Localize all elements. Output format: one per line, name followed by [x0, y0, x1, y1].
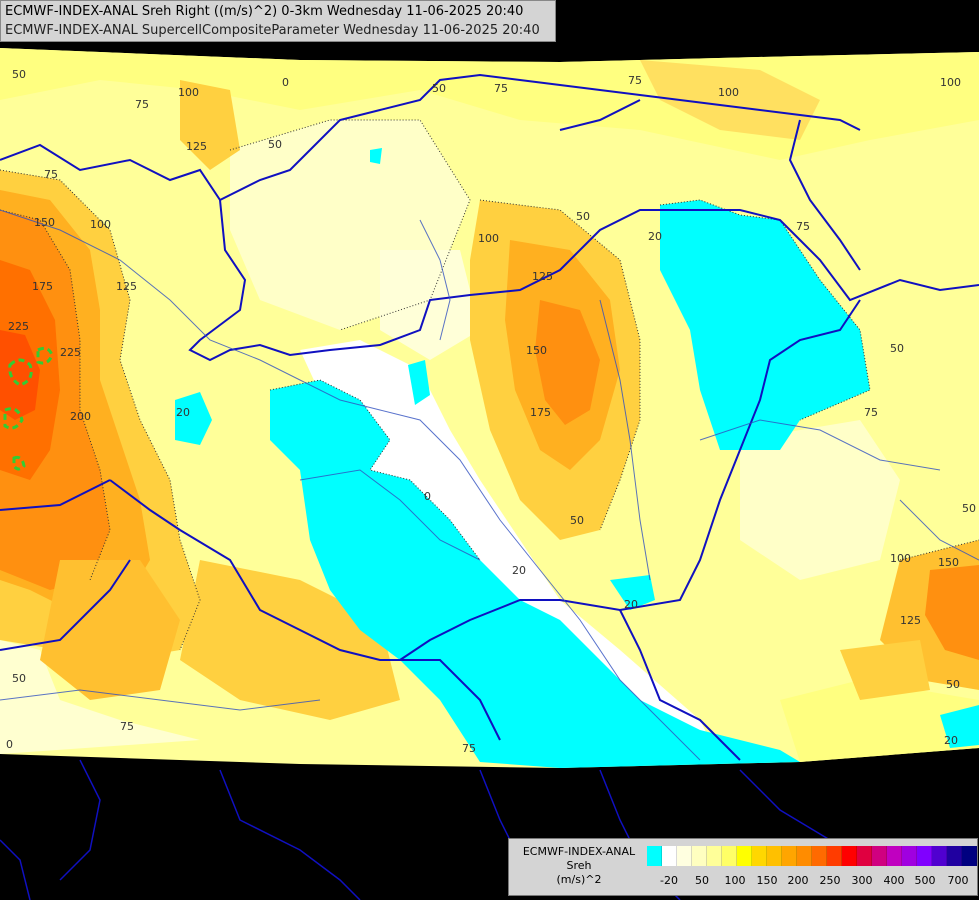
legend-swatch — [752, 846, 767, 866]
contour-label: 200 — [70, 410, 91, 423]
legend-swatch — [842, 846, 857, 866]
legend-tick-label: 400 — [883, 874, 905, 887]
legend-swatch — [647, 846, 662, 866]
legend-tick-label: -20 — [660, 874, 678, 887]
contour-label: 100 — [940, 76, 961, 89]
legend-title-units: (m/s)^2 — [556, 873, 602, 886]
contour-label: 20 — [944, 734, 958, 747]
country-borders — [0, 73, 979, 761]
legend-tick-label: 300 — [851, 874, 873, 887]
contour-label: 75 — [864, 406, 878, 419]
legend-swatches — [647, 846, 977, 866]
contour-label: 50 — [576, 210, 590, 223]
contour-label: 20 — [176, 406, 190, 419]
legend-tick-label: 150 — [756, 874, 778, 887]
contour-label: 100 — [890, 552, 911, 565]
contour-label: 20 — [648, 230, 662, 243]
map-title-line2: ECMWF-INDEX-ANAL SupercellCompositeParam… — [5, 23, 540, 38]
legend-swatch — [962, 846, 977, 866]
legend-swatch — [932, 846, 947, 866]
contour-label: 50 — [946, 678, 960, 691]
legend-tick-label: 100 — [724, 874, 746, 887]
contour-label: 20 — [512, 564, 526, 577]
contour-label: 75 — [462, 742, 476, 755]
contour-label: 50 — [432, 82, 446, 95]
legend-title-param: Sreh — [566, 859, 592, 872]
contour-label: 50 — [890, 342, 904, 355]
contour-label: 50 — [12, 68, 26, 81]
contour-label: 0 — [424, 490, 431, 503]
legend-tick-label: 250 — [819, 874, 841, 887]
legend-title-model: ECMWF-INDEX-ANAL — [522, 845, 636, 858]
legend-swatch — [812, 846, 827, 866]
contour-label: 75 — [796, 220, 810, 233]
contour-label: 50 — [12, 672, 26, 685]
legend-ticks: -20 50 100 150 200 250 300 400 500 700 — [647, 874, 977, 888]
contour-label: 125 — [900, 614, 921, 627]
legend-swatch — [677, 846, 692, 866]
contour-label: 150 — [938, 556, 959, 569]
contour-label: 0 — [6, 738, 13, 751]
contour-label: 20 — [624, 598, 638, 611]
contour-label: 50 — [962, 502, 976, 515]
contour-label: 75 — [135, 98, 149, 111]
legend-swatch — [887, 846, 902, 866]
contour-label: 75 — [120, 720, 134, 733]
legend-swatch — [767, 846, 782, 866]
legend-swatch — [872, 846, 887, 866]
legend-tick-label: 700 — [947, 874, 969, 887]
legend-swatch — [902, 846, 917, 866]
legend-swatch — [947, 846, 962, 866]
contour-labels: 50 75 100 125 50 0 50 75 75 100 100 75 1… — [6, 68, 976, 755]
legend-tick-label: 500 — [914, 874, 936, 887]
sreh-field — [0, 48, 979, 768]
legend-swatch — [782, 846, 797, 866]
legend-title: ECMWF-INDEX-ANAL Sreh (m/s)^2 — [513, 845, 645, 887]
legend-swatch — [737, 846, 752, 866]
contour-label: 0 — [282, 76, 289, 89]
contour-label: 150 — [34, 216, 55, 229]
contour-label: 100 — [478, 232, 499, 245]
contour-label: 100 — [90, 218, 111, 231]
legend-swatch — [707, 846, 722, 866]
title-panel: ECMWF-INDEX-ANAL Sreh Right ((m/s)^2) 0-… — [0, 0, 556, 42]
scp-contours — [3, 346, 54, 471]
legend-swatch — [917, 846, 932, 866]
color-legend: ECMWF-INDEX-ANAL Sreh (m/s)^2 -20 50 100 15… — [508, 838, 978, 896]
legend-swatch — [662, 846, 677, 866]
legend-swatch — [827, 846, 842, 866]
map-title-line1: ECMWF-INDEX-ANAL Sreh Right ((m/s)^2) 0-… — [5, 4, 524, 19]
contour-lines — [0, 119, 979, 651]
contour-label: 50 — [570, 514, 584, 527]
contour-label: 100 — [718, 86, 739, 99]
contour-label: 150 — [526, 344, 547, 357]
legend-tick-label: 200 — [787, 874, 809, 887]
contour-label: 50 — [268, 138, 282, 151]
legend-swatch — [692, 846, 707, 866]
contour-label: 75 — [628, 74, 642, 87]
contour-label: 225 — [60, 346, 81, 359]
contour-label: 225 — [8, 320, 29, 333]
contour-label: 125 — [532, 270, 553, 283]
legend-swatch — [722, 846, 737, 866]
contour-label: 175 — [530, 406, 551, 419]
contour-label: 75 — [494, 82, 508, 95]
legend-tick-label: 50 — [695, 874, 709, 887]
contour-label: 75 — [44, 168, 58, 181]
legend-swatch — [797, 846, 812, 866]
contour-label: 100 — [178, 86, 199, 99]
rivers — [0, 209, 979, 761]
contour-label: 125 — [116, 280, 137, 293]
contour-label: 125 — [186, 140, 207, 153]
legend-swatch — [857, 846, 872, 866]
contour-label: 175 — [32, 280, 53, 293]
